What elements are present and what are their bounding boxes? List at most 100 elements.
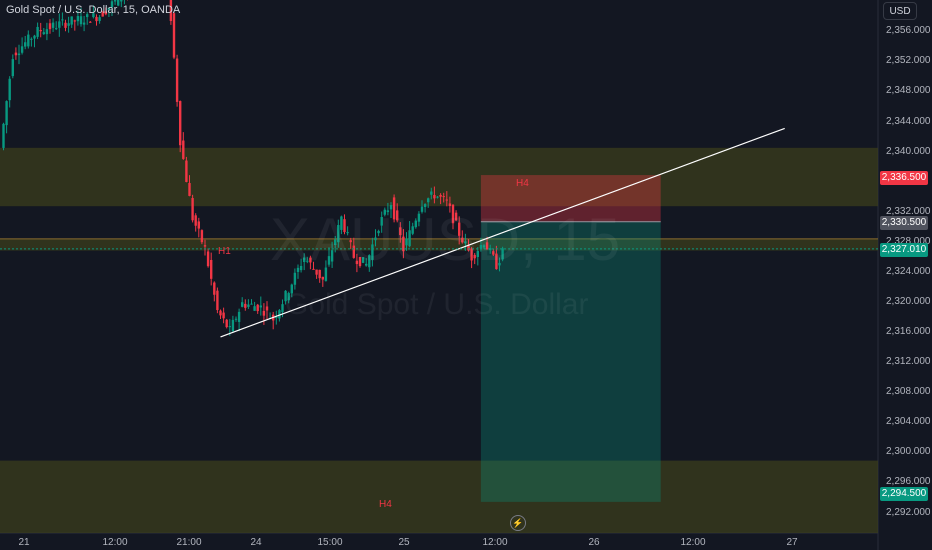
candle-body	[241, 302, 244, 307]
currency-button[interactable]: USD	[883, 2, 917, 20]
candle-body	[30, 38, 33, 40]
candle-body	[498, 262, 501, 266]
candle-body	[461, 237, 464, 243]
candle-body	[318, 269, 321, 279]
candle-body	[61, 19, 64, 21]
candle-body	[8, 78, 11, 101]
candle-body	[346, 232, 349, 234]
candle-body	[377, 230, 380, 234]
candle-body	[101, 12, 104, 17]
candle-body	[303, 257, 306, 263]
supply-demand-zone	[0, 147, 878, 207]
candle-body	[27, 34, 30, 47]
candle-body	[234, 318, 238, 320]
candle-body	[482, 245, 486, 248]
candle-body	[358, 257, 362, 267]
candle-body	[64, 22, 67, 28]
price-tick: 2,308.000	[886, 386, 931, 397]
candle-body	[414, 220, 417, 228]
candle-body	[45, 29, 49, 35]
time-tick: 27	[786, 537, 798, 548]
candle-body	[275, 317, 278, 319]
candle-body	[95, 16, 98, 22]
candle-body	[315, 269, 318, 275]
candle-body	[256, 304, 259, 312]
candle-body	[352, 245, 355, 258]
time-tick: 24	[250, 537, 262, 548]
candle-body	[200, 230, 204, 243]
candle-body	[247, 304, 250, 307]
price-tick: 2,316.000	[886, 326, 931, 337]
price-tick: 2,328.000	[886, 236, 931, 247]
candle-body	[2, 123, 5, 148]
candle-body	[104, 11, 107, 15]
zone-label-h4-bottom: H4	[379, 499, 392, 510]
candle-body	[330, 250, 334, 262]
time-tick: 21	[18, 537, 30, 548]
candle-body	[70, 16, 73, 25]
candle-body	[24, 42, 27, 47]
candle-body	[107, 7, 111, 10]
take-profit-zone	[480, 221, 661, 502]
candle-body	[73, 20, 76, 22]
candle-body	[287, 293, 290, 301]
candle-body	[79, 16, 83, 25]
candle-body	[368, 255, 371, 268]
candle-body	[237, 311, 241, 322]
candle-body	[290, 284, 293, 294]
candle-body	[98, 17, 101, 21]
candle-body	[191, 198, 194, 221]
candle-body	[278, 310, 281, 319]
candle-body	[213, 282, 216, 295]
candle-body	[58, 21, 61, 28]
candle-body	[48, 23, 52, 30]
candle-body	[55, 28, 58, 30]
stop-price-label: 2,336.500	[880, 171, 928, 185]
candle-body	[417, 213, 421, 222]
target-price-label: 2,294.500	[880, 487, 928, 501]
candle-body	[89, 21, 92, 23]
candle-body	[175, 58, 179, 102]
candle-body	[293, 272, 297, 285]
price-tick: 2,312.000	[886, 356, 931, 367]
candle-body	[442, 196, 445, 198]
candle-body	[222, 312, 225, 319]
candle-body	[203, 245, 207, 247]
candle-body	[454, 212, 458, 221]
candle-body	[265, 306, 269, 311]
time-tick: 12:00	[102, 537, 128, 548]
candle-body	[467, 245, 470, 251]
candle-body	[312, 268, 315, 270]
candle-body	[306, 260, 309, 262]
current-price-label: 2,327.010	[880, 243, 928, 257]
candle-body	[210, 259, 213, 279]
candle-body	[36, 26, 39, 37]
candle-body	[408, 230, 411, 247]
candle-body	[361, 257, 365, 263]
watermark-symbol: XAUUSD, 15	[270, 206, 621, 273]
candle-body	[495, 253, 498, 270]
candle-body	[411, 226, 414, 234]
candle-body	[206, 251, 210, 267]
candle-body	[427, 198, 430, 203]
candle-body	[340, 216, 343, 230]
time-tick: 21:00	[176, 537, 202, 548]
candle-body	[374, 237, 377, 241]
candle-body	[169, 0, 173, 22]
candle-body	[20, 46, 24, 53]
candle-body	[120, 0, 123, 2]
candle-body	[39, 30, 42, 32]
price-tick: 2,344.000	[886, 116, 931, 127]
lightning-icon[interactable]: ⚡	[510, 515, 526, 531]
price-tick: 2,292.000	[886, 507, 931, 518]
candle-body	[216, 290, 219, 311]
candle-body	[86, 14, 89, 18]
candle-body	[182, 140, 185, 159]
price-tick: 2,304.000	[886, 416, 931, 427]
candle-body	[473, 254, 476, 259]
candle-body	[324, 267, 328, 281]
price-tick: 2,320.000	[886, 296, 931, 307]
candle-body	[309, 257, 312, 263]
